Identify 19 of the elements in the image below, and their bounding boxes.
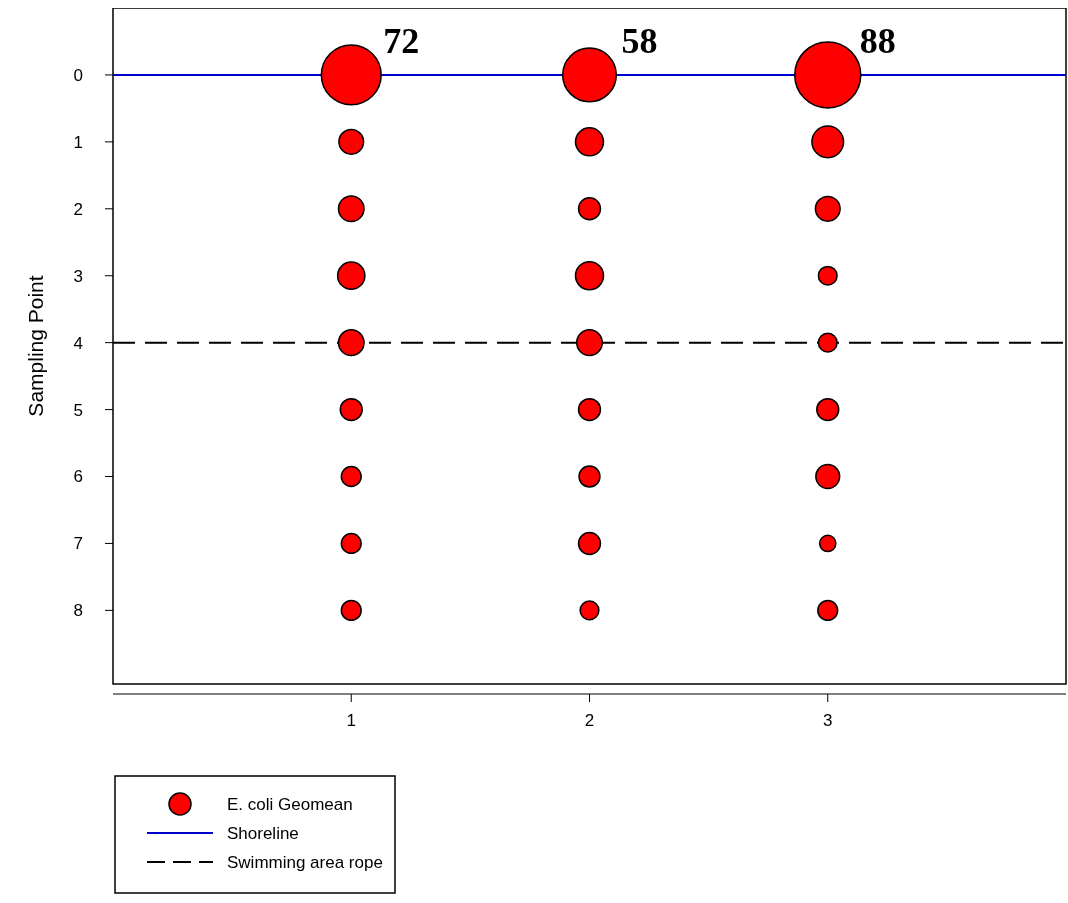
legend-label: Swimming area rope	[227, 852, 383, 872]
y-tick-label: 2	[73, 199, 83, 219]
y-tick-label: 5	[73, 400, 83, 420]
y-tick-label: 3	[73, 266, 83, 286]
x-tick-label: 1	[346, 711, 356, 730]
y-tick-label: 0	[73, 65, 83, 85]
y-axis-title: Sampling Point	[24, 275, 47, 417]
legend-label: Shoreline	[227, 823, 299, 843]
y-tick-label: 7	[73, 534, 83, 554]
annotation: 72	[383, 20, 420, 61]
y-tick-label: 4	[73, 333, 83, 353]
annotation: 88	[859, 20, 896, 61]
y-tick-label: 1	[73, 132, 83, 152]
annotation: 58	[621, 20, 658, 61]
x-tick-label: 2	[584, 711, 595, 730]
y-tick-label: 6	[73, 467, 83, 487]
y-tick-label: 8	[73, 601, 83, 621]
legend-label: E. coli Geomean	[227, 794, 353, 814]
x-tick-label: 3	[823, 711, 833, 730]
